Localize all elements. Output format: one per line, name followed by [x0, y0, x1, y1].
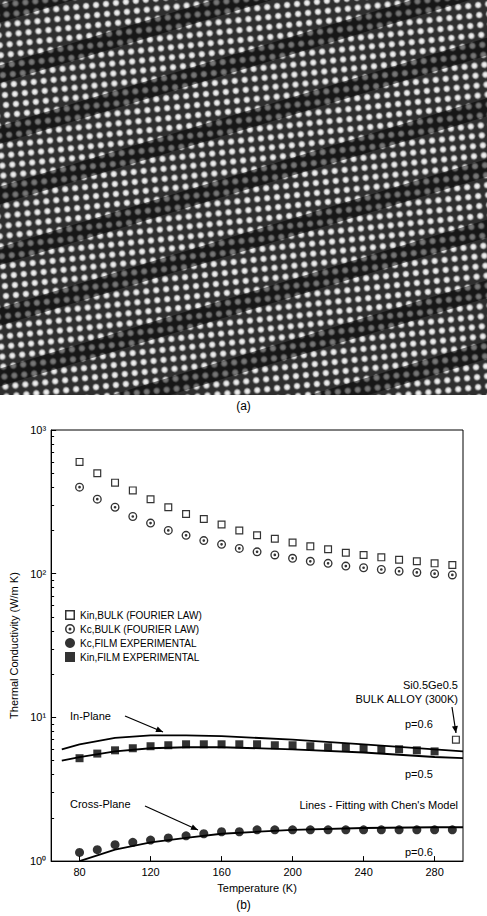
svg-text:Kin,BULK (FOURIER LAW): Kin,BULK (FOURIER LAW) [80, 610, 202, 621]
svg-text:200: 200 [283, 866, 301, 878]
svg-text:BULK ALLOY (300K): BULK ALLOY (300K) [355, 693, 458, 705]
svg-text:Kc,FILM EXPERIMENTAL: Kc,FILM EXPERIMENTAL [80, 638, 197, 649]
svg-text:10³: 10³ [30, 424, 46, 436]
svg-text:80: 80 [73, 866, 85, 878]
svg-text:10⁰: 10⁰ [30, 855, 46, 867]
svg-text:p=0.6: p=0.6 [405, 718, 433, 730]
svg-text:Cross-Plane: Cross-Plane [70, 798, 131, 810]
svg-text:Temperature (K): Temperature (K) [217, 882, 296, 894]
svg-text:Lines - Fitting with Chen's Mo: Lines - Fitting with Chen's Model [299, 799, 458, 811]
svg-text:p=0.6: p=0.6 [405, 846, 433, 858]
svg-text:In-Plane: In-Plane [70, 710, 111, 722]
svg-text:Si0.5Ge0.5: Si0.5Ge0.5 [403, 679, 458, 691]
svg-text:280: 280 [425, 866, 443, 878]
svg-text:160: 160 [212, 866, 230, 878]
html-text:(b): (b) [236, 898, 251, 912]
svg-text:p=0.5: p=0.5 [405, 768, 433, 780]
svg-text:240: 240 [354, 866, 372, 878]
svg-text:120: 120 [141, 866, 159, 878]
svg-text:10²: 10² [30, 568, 46, 580]
svg-text:Kin,FILM EXPERIMENTAL: Kin,FILM EXPERIMENTAL [80, 652, 200, 663]
html-text:(a): (a) [236, 399, 251, 413]
svg-text:Kc,BULK (FOURIER LAW): Kc,BULK (FOURIER LAW) [80, 624, 199, 635]
svg-text:10¹: 10¹ [30, 711, 46, 723]
svg-text:Thermal Conductivity (W/m K): Thermal Conductivity (W/m K) [8, 572, 20, 719]
